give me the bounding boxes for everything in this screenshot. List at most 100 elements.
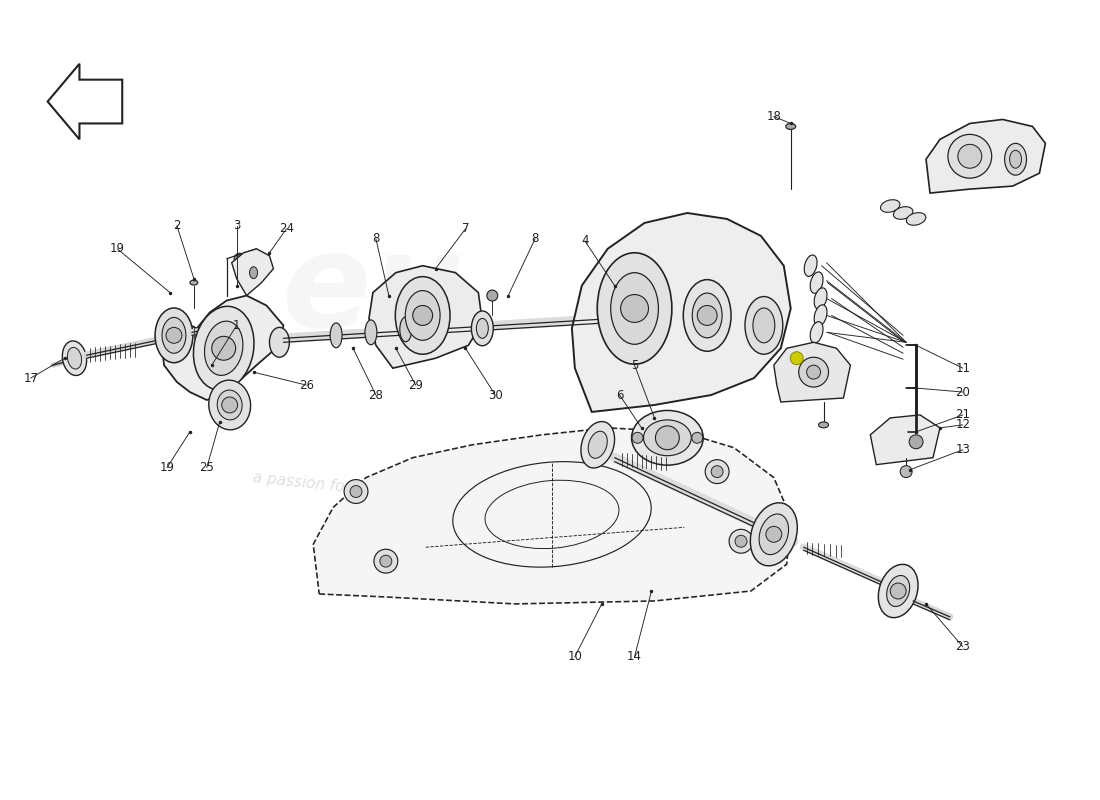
Ellipse shape bbox=[365, 320, 377, 345]
Polygon shape bbox=[773, 342, 850, 402]
Text: 3: 3 bbox=[233, 219, 240, 233]
Ellipse shape bbox=[67, 347, 81, 369]
Ellipse shape bbox=[814, 288, 827, 310]
Text: 4: 4 bbox=[581, 234, 589, 247]
Ellipse shape bbox=[811, 322, 823, 343]
Circle shape bbox=[900, 466, 912, 478]
Ellipse shape bbox=[63, 341, 87, 375]
Ellipse shape bbox=[597, 253, 672, 364]
Text: 14: 14 bbox=[627, 650, 642, 663]
Circle shape bbox=[166, 327, 182, 343]
Ellipse shape bbox=[162, 318, 186, 354]
Text: 17: 17 bbox=[23, 372, 38, 385]
Text: a passion for parts since 1985: a passion for parts since 1985 bbox=[252, 470, 483, 509]
Ellipse shape bbox=[752, 308, 774, 342]
Polygon shape bbox=[162, 295, 284, 400]
Text: 25: 25 bbox=[199, 461, 214, 474]
Text: eu: eu bbox=[282, 227, 465, 354]
Text: 20: 20 bbox=[956, 386, 970, 398]
Polygon shape bbox=[870, 415, 940, 465]
Circle shape bbox=[344, 479, 369, 503]
Circle shape bbox=[712, 466, 723, 478]
Ellipse shape bbox=[644, 420, 691, 456]
Ellipse shape bbox=[194, 306, 254, 390]
Polygon shape bbox=[572, 213, 791, 412]
Polygon shape bbox=[47, 64, 122, 139]
Text: 28: 28 bbox=[368, 389, 383, 402]
Ellipse shape bbox=[683, 280, 732, 351]
Ellipse shape bbox=[893, 206, 913, 219]
Ellipse shape bbox=[631, 410, 703, 465]
Circle shape bbox=[258, 260, 270, 271]
Circle shape bbox=[697, 306, 717, 326]
Circle shape bbox=[412, 306, 432, 326]
Ellipse shape bbox=[906, 213, 926, 226]
Text: 21: 21 bbox=[955, 409, 970, 422]
Ellipse shape bbox=[395, 277, 450, 354]
Ellipse shape bbox=[1004, 143, 1026, 175]
Ellipse shape bbox=[785, 123, 795, 130]
Text: 19: 19 bbox=[160, 461, 175, 474]
Polygon shape bbox=[926, 119, 1045, 193]
Ellipse shape bbox=[804, 255, 817, 276]
Circle shape bbox=[620, 294, 649, 322]
Ellipse shape bbox=[217, 390, 242, 420]
Text: 29: 29 bbox=[408, 378, 424, 391]
Text: 13: 13 bbox=[956, 443, 970, 456]
Text: 7: 7 bbox=[462, 222, 470, 235]
Circle shape bbox=[222, 397, 238, 413]
Circle shape bbox=[790, 352, 803, 365]
Ellipse shape bbox=[155, 308, 192, 362]
Circle shape bbox=[958, 144, 981, 168]
Text: 11: 11 bbox=[955, 362, 970, 374]
Text: 24: 24 bbox=[279, 222, 294, 235]
Ellipse shape bbox=[759, 514, 789, 554]
Polygon shape bbox=[232, 249, 274, 295]
Circle shape bbox=[909, 435, 923, 449]
Ellipse shape bbox=[610, 273, 659, 344]
Ellipse shape bbox=[880, 200, 900, 212]
Ellipse shape bbox=[814, 305, 827, 326]
Ellipse shape bbox=[581, 422, 615, 468]
Circle shape bbox=[350, 486, 362, 498]
Circle shape bbox=[729, 530, 752, 553]
Circle shape bbox=[948, 134, 992, 178]
Text: 12: 12 bbox=[955, 418, 970, 431]
Ellipse shape bbox=[588, 431, 607, 458]
Ellipse shape bbox=[745, 297, 783, 354]
Circle shape bbox=[692, 432, 703, 443]
Circle shape bbox=[890, 583, 906, 599]
Ellipse shape bbox=[878, 564, 918, 618]
Polygon shape bbox=[314, 428, 791, 604]
Circle shape bbox=[705, 460, 729, 483]
Ellipse shape bbox=[190, 280, 198, 285]
Ellipse shape bbox=[205, 321, 243, 375]
Ellipse shape bbox=[476, 318, 488, 338]
Circle shape bbox=[487, 290, 498, 301]
Text: 26: 26 bbox=[299, 378, 314, 391]
Ellipse shape bbox=[692, 293, 722, 338]
Ellipse shape bbox=[209, 380, 251, 430]
Ellipse shape bbox=[472, 311, 493, 346]
Circle shape bbox=[379, 555, 392, 567]
Circle shape bbox=[234, 254, 245, 264]
Text: 6: 6 bbox=[616, 389, 624, 402]
Text: 8: 8 bbox=[372, 232, 379, 246]
Ellipse shape bbox=[818, 422, 828, 428]
Circle shape bbox=[735, 535, 747, 547]
Ellipse shape bbox=[270, 327, 289, 358]
Ellipse shape bbox=[887, 575, 910, 606]
Ellipse shape bbox=[250, 266, 257, 278]
Circle shape bbox=[632, 432, 644, 443]
Ellipse shape bbox=[1010, 150, 1022, 168]
Ellipse shape bbox=[405, 290, 440, 340]
Ellipse shape bbox=[330, 323, 342, 348]
Circle shape bbox=[656, 426, 680, 450]
Ellipse shape bbox=[399, 317, 411, 342]
Text: 19: 19 bbox=[110, 242, 124, 255]
Circle shape bbox=[766, 526, 782, 542]
Ellipse shape bbox=[750, 502, 798, 566]
Text: 1: 1 bbox=[233, 319, 241, 332]
Ellipse shape bbox=[811, 272, 823, 294]
Circle shape bbox=[374, 550, 398, 573]
